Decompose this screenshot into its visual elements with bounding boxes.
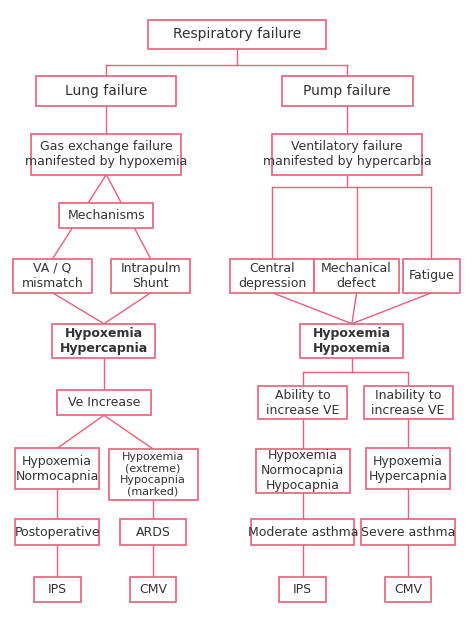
FancyBboxPatch shape bbox=[57, 390, 151, 415]
FancyBboxPatch shape bbox=[53, 324, 155, 358]
Text: Central
depression: Central depression bbox=[238, 262, 307, 290]
FancyBboxPatch shape bbox=[251, 520, 354, 545]
FancyBboxPatch shape bbox=[403, 259, 459, 293]
FancyBboxPatch shape bbox=[111, 259, 191, 293]
FancyBboxPatch shape bbox=[273, 134, 422, 174]
Text: Fatigue: Fatigue bbox=[409, 269, 454, 283]
Text: CMV: CMV bbox=[394, 583, 422, 597]
Text: Mechanical
defect: Mechanical defect bbox=[321, 262, 392, 290]
FancyBboxPatch shape bbox=[364, 386, 453, 420]
FancyBboxPatch shape bbox=[148, 20, 326, 49]
Text: Ventilatory failure
manifested by hypercarbia: Ventilatory failure manifested by hyperc… bbox=[263, 140, 431, 168]
Text: Pump failure: Pump failure bbox=[303, 84, 391, 98]
Text: Mechanisms: Mechanisms bbox=[67, 209, 145, 222]
FancyBboxPatch shape bbox=[15, 448, 99, 489]
FancyBboxPatch shape bbox=[258, 386, 347, 420]
FancyBboxPatch shape bbox=[385, 577, 431, 602]
Text: Hypoxemia
Normocapnia
Hypocapnia: Hypoxemia Normocapnia Hypocapnia bbox=[261, 449, 345, 492]
FancyBboxPatch shape bbox=[256, 449, 349, 493]
FancyBboxPatch shape bbox=[60, 203, 153, 228]
FancyBboxPatch shape bbox=[130, 577, 176, 602]
Text: IPS: IPS bbox=[47, 583, 67, 597]
Text: Respiratory failure: Respiratory failure bbox=[173, 27, 301, 42]
FancyBboxPatch shape bbox=[314, 259, 399, 293]
Text: Intrapulm
Shunt: Intrapulm Shunt bbox=[120, 262, 181, 290]
Text: Inability to
increase VE: Inability to increase VE bbox=[371, 389, 445, 416]
FancyBboxPatch shape bbox=[361, 520, 455, 545]
Text: Severe asthma: Severe asthma bbox=[361, 526, 455, 538]
Text: Hypoxemia
Hypercapnia: Hypoxemia Hypercapnia bbox=[60, 327, 148, 355]
FancyBboxPatch shape bbox=[366, 448, 450, 489]
FancyBboxPatch shape bbox=[109, 449, 198, 500]
Text: Hypoxemia
(extreme)
Hypocapnia
(marked): Hypoxemia (extreme) Hypocapnia (marked) bbox=[120, 452, 186, 497]
FancyBboxPatch shape bbox=[301, 324, 403, 358]
Text: Gas exchange failure
manifested by hypoxemia: Gas exchange failure manifested by hypox… bbox=[25, 140, 187, 168]
FancyBboxPatch shape bbox=[15, 520, 99, 545]
FancyBboxPatch shape bbox=[13, 259, 92, 293]
FancyBboxPatch shape bbox=[282, 76, 413, 106]
Text: Hypoxemia
Hypoxemia: Hypoxemia Hypoxemia bbox=[313, 327, 391, 355]
Text: ARDS: ARDS bbox=[136, 526, 171, 538]
FancyBboxPatch shape bbox=[31, 134, 181, 174]
FancyBboxPatch shape bbox=[36, 76, 176, 106]
Text: IPS: IPS bbox=[293, 583, 312, 597]
Text: Hypoxemia
Normocapnia: Hypoxemia Normocapnia bbox=[16, 455, 99, 483]
FancyBboxPatch shape bbox=[34, 577, 81, 602]
Text: Lung failure: Lung failure bbox=[65, 84, 147, 98]
Text: Ability to
increase VE: Ability to increase VE bbox=[266, 389, 339, 416]
Text: VA / Q
mismatch: VA / Q mismatch bbox=[22, 262, 83, 290]
Text: Hypoxemia
Hypercapnia: Hypoxemia Hypercapnia bbox=[369, 455, 447, 483]
Text: CMV: CMV bbox=[139, 583, 167, 597]
Text: Ve Increase: Ve Increase bbox=[68, 396, 140, 409]
Text: Postoperative: Postoperative bbox=[14, 526, 100, 538]
FancyBboxPatch shape bbox=[120, 520, 186, 545]
FancyBboxPatch shape bbox=[279, 577, 326, 602]
Text: Moderate asthma: Moderate asthma bbox=[247, 526, 358, 538]
FancyBboxPatch shape bbox=[230, 259, 314, 293]
